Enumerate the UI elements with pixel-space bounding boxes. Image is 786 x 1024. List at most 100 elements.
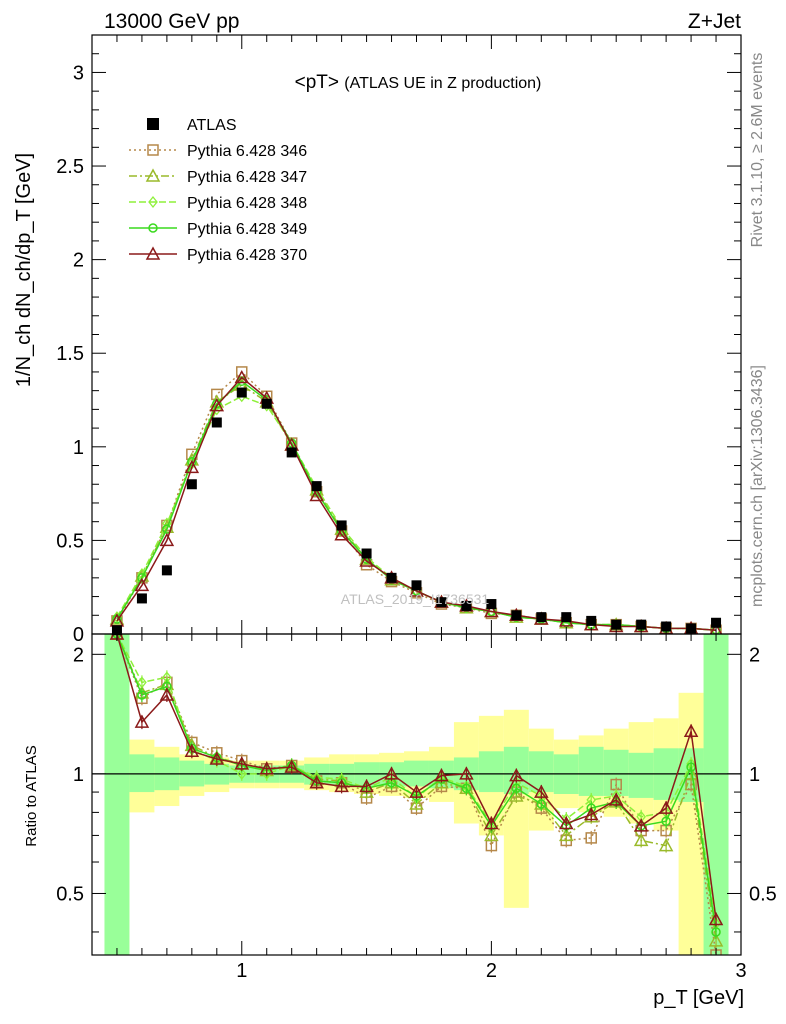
atlas-data-point: [486, 599, 497, 610]
ratio-xtick-label: 1: [236, 960, 247, 982]
main-ytick-label: 2.5: [56, 156, 84, 178]
mc-line: [116, 370, 717, 632]
atlas-data-point: [311, 481, 322, 492]
legend-label: Pythia 6.428 348: [187, 195, 307, 212]
atlas-data-point: [236, 387, 247, 398]
band-inner: [129, 754, 155, 793]
atlas-data-point: [386, 572, 397, 583]
header-left: 13000 GeV pp: [104, 10, 239, 33]
mc-point: [234, 369, 250, 384]
legend-marker: [147, 144, 159, 156]
header-right: Z+Jet: [688, 10, 741, 33]
ratio-point: [259, 761, 274, 775]
ratio-point: [334, 778, 349, 793]
ratio-ylabel: Ratio to ATLAS: [23, 745, 40, 846]
ratio-point: [461, 783, 472, 794]
legend-marker: [148, 223, 158, 233]
ratio-point: [608, 792, 624, 806]
atlas-data-point: [361, 548, 372, 559]
ratio-point: [184, 743, 200, 758]
watermark: ATLAS_2019_I1736531: [341, 591, 490, 607]
mc-point: [159, 532, 175, 547]
ratio-point: [234, 756, 250, 770]
atlas-data-point: [286, 447, 297, 458]
ratio-point: [134, 714, 150, 728]
ratio-point: [559, 815, 574, 830]
mcplots-label-group: mcplots.cern.ch [arXiv:1306.3436]: [749, 365, 766, 607]
atlas-data-point: [561, 612, 572, 623]
ratio-point: [658, 838, 674, 852]
atlas-data-point: [511, 610, 522, 621]
ratio-point: [633, 818, 649, 832]
legend-label: ATLAS: [187, 117, 237, 134]
ratio-xlabel: p_T [GeV]: [653, 987, 744, 1009]
ratio-point: [137, 676, 147, 689]
atlas-data-point: [336, 520, 347, 531]
ratio-curves: [109, 634, 724, 955]
plot-title-sub: (ATLAS UE in Z production): [344, 75, 541, 92]
mcplots-label: mcplots.cern.ch [arXiv:1306.3436]: [749, 365, 766, 607]
ratio-point: [708, 933, 724, 947]
main-ytick-label: 0: [73, 624, 84, 646]
ratio-point: [683, 723, 699, 738]
ratio-point: [159, 687, 175, 701]
ratio-point: [459, 766, 474, 780]
legend: ATLAS Pythia 6.428 346 Pythia 6.428 347 Pyt…: [129, 117, 307, 264]
ratio-ytick-label: 2: [73, 644, 84, 666]
ratio-point: [484, 815, 499, 830]
ratio-point: [509, 788, 524, 802]
main-ytick-label: 2: [73, 250, 84, 272]
atlas-data-point: [136, 593, 147, 604]
legend-marker: [145, 246, 161, 260]
legend-marker: [145, 168, 161, 182]
band-inner: [703, 634, 729, 955]
band-inner: [628, 752, 654, 798]
ratio-ytick-label-right: 1: [749, 764, 760, 786]
mc-point: [359, 553, 374, 567]
band-inner: [104, 634, 130, 955]
ratio-ytick-label: 1: [73, 764, 84, 786]
atlas-data-point: [611, 619, 622, 630]
ratio-point: [583, 806, 599, 821]
atlas-data-point: [636, 619, 647, 630]
ratio-point: [536, 799, 547, 809]
ratio-point: [236, 767, 247, 780]
main-ytick-label: 3: [73, 62, 84, 84]
mc-point: [709, 622, 723, 634]
ratio-point: [434, 768, 449, 782]
ratio-point: [309, 775, 324, 789]
mc-curves: [109, 366, 724, 955]
legend-label: Pythia 6.428 346: [187, 143, 307, 160]
mc-point: [309, 487, 324, 502]
atlas-data-point: [661, 621, 672, 632]
ratio-point: [633, 832, 649, 847]
ratio-point: [585, 832, 597, 844]
ratio-ylabel-group: Ratio to ATLAS: [23, 745, 40, 846]
mc-point: [134, 577, 150, 592]
band-outer: [503, 709, 529, 908]
mc-point: [209, 398, 225, 412]
rivet-label-group: Rivet 3.1.10, ≥ 2.6M events: [749, 53, 766, 248]
atlas-data-point: [461, 600, 472, 611]
ratio-point: [534, 784, 549, 798]
ratio-point: [708, 911, 724, 926]
legend-marker-atlas: [147, 118, 159, 130]
ratio-point: [509, 768, 524, 782]
ratio-point: [658, 800, 674, 814]
ratio-point: [559, 827, 574, 842]
ratio-xtick-label: 2: [486, 960, 497, 982]
mc-point: [184, 459, 200, 474]
main-ytick-label: 1.5: [56, 343, 84, 365]
ratio-point: [484, 827, 499, 842]
ratio-point: [409, 784, 424, 798]
mc-point: [211, 403, 222, 416]
legend-label: Pythia 6.428 347: [187, 169, 307, 186]
ratio-point: [284, 759, 299, 773]
ratio-ytick-label: 0.5: [56, 883, 84, 905]
plot-title-main: <pT>: [295, 72, 339, 93]
ratio-point: [409, 796, 424, 810]
atlas-data-point: [586, 615, 597, 626]
ratio-point: [711, 927, 721, 937]
atlas-data-point: [161, 565, 172, 576]
